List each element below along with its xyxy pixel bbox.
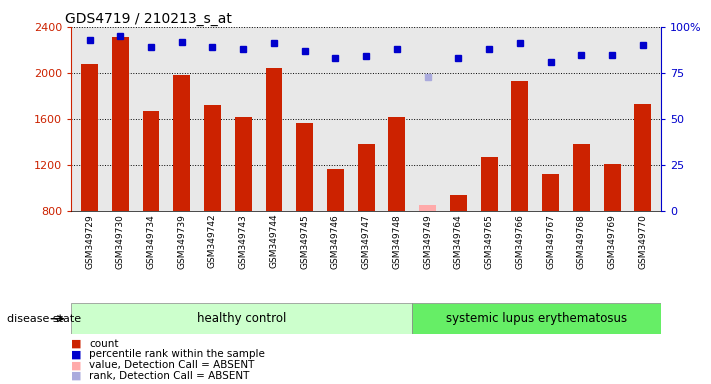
- Bar: [81, 64, 98, 211]
- Text: GDS4719 / 210213_s_at: GDS4719 / 210213_s_at: [65, 12, 232, 26]
- Text: ■: ■: [71, 360, 82, 370]
- Text: ■: ■: [71, 349, 82, 359]
- Text: rank, Detection Call = ABSENT: rank, Detection Call = ABSENT: [89, 371, 250, 381]
- Text: GSM349766: GSM349766: [515, 214, 524, 269]
- Text: GSM349743: GSM349743: [239, 214, 247, 268]
- Text: systemic lupus erythematosus: systemic lupus erythematosus: [447, 312, 627, 325]
- Text: GSM349744: GSM349744: [269, 214, 279, 268]
- Text: percentile rank within the sample: percentile rank within the sample: [89, 349, 264, 359]
- Bar: [358, 144, 375, 211]
- Text: GSM349770: GSM349770: [638, 214, 647, 269]
- Text: disease state: disease state: [7, 314, 81, 324]
- Bar: [327, 169, 344, 211]
- Text: value, Detection Call = ABSENT: value, Detection Call = ABSENT: [89, 360, 255, 370]
- Bar: [204, 105, 221, 211]
- Bar: [511, 81, 528, 211]
- Text: GSM349729: GSM349729: [85, 214, 94, 268]
- Text: GSM349765: GSM349765: [485, 214, 493, 269]
- Bar: [71, 303, 412, 334]
- Text: GSM349742: GSM349742: [208, 214, 217, 268]
- Bar: [604, 164, 621, 211]
- Bar: [388, 117, 405, 211]
- Bar: [450, 195, 467, 211]
- Bar: [634, 104, 651, 211]
- Bar: [112, 37, 129, 211]
- Text: healthy control: healthy control: [197, 312, 287, 325]
- Text: GSM349764: GSM349764: [454, 214, 463, 268]
- Text: GSM349769: GSM349769: [608, 214, 616, 269]
- Bar: [173, 75, 191, 211]
- Bar: [573, 144, 589, 211]
- Bar: [412, 303, 661, 334]
- Text: ■: ■: [71, 339, 82, 349]
- Text: GSM349749: GSM349749: [423, 214, 432, 268]
- Text: GSM349747: GSM349747: [362, 214, 370, 268]
- Bar: [296, 123, 313, 211]
- Bar: [419, 205, 436, 211]
- Bar: [265, 68, 282, 211]
- Text: GSM349748: GSM349748: [392, 214, 402, 268]
- Bar: [481, 157, 498, 211]
- Text: GSM349739: GSM349739: [177, 214, 186, 269]
- Text: GSM349734: GSM349734: [146, 214, 156, 268]
- Text: ■: ■: [71, 371, 82, 381]
- Bar: [542, 174, 559, 211]
- Bar: [235, 117, 252, 211]
- Bar: [143, 111, 159, 211]
- Text: GSM349746: GSM349746: [331, 214, 340, 268]
- Text: count: count: [89, 339, 118, 349]
- Text: GSM349767: GSM349767: [546, 214, 555, 269]
- Text: GSM349768: GSM349768: [577, 214, 586, 269]
- Text: GSM349745: GSM349745: [300, 214, 309, 268]
- Text: GSM349730: GSM349730: [116, 214, 124, 269]
